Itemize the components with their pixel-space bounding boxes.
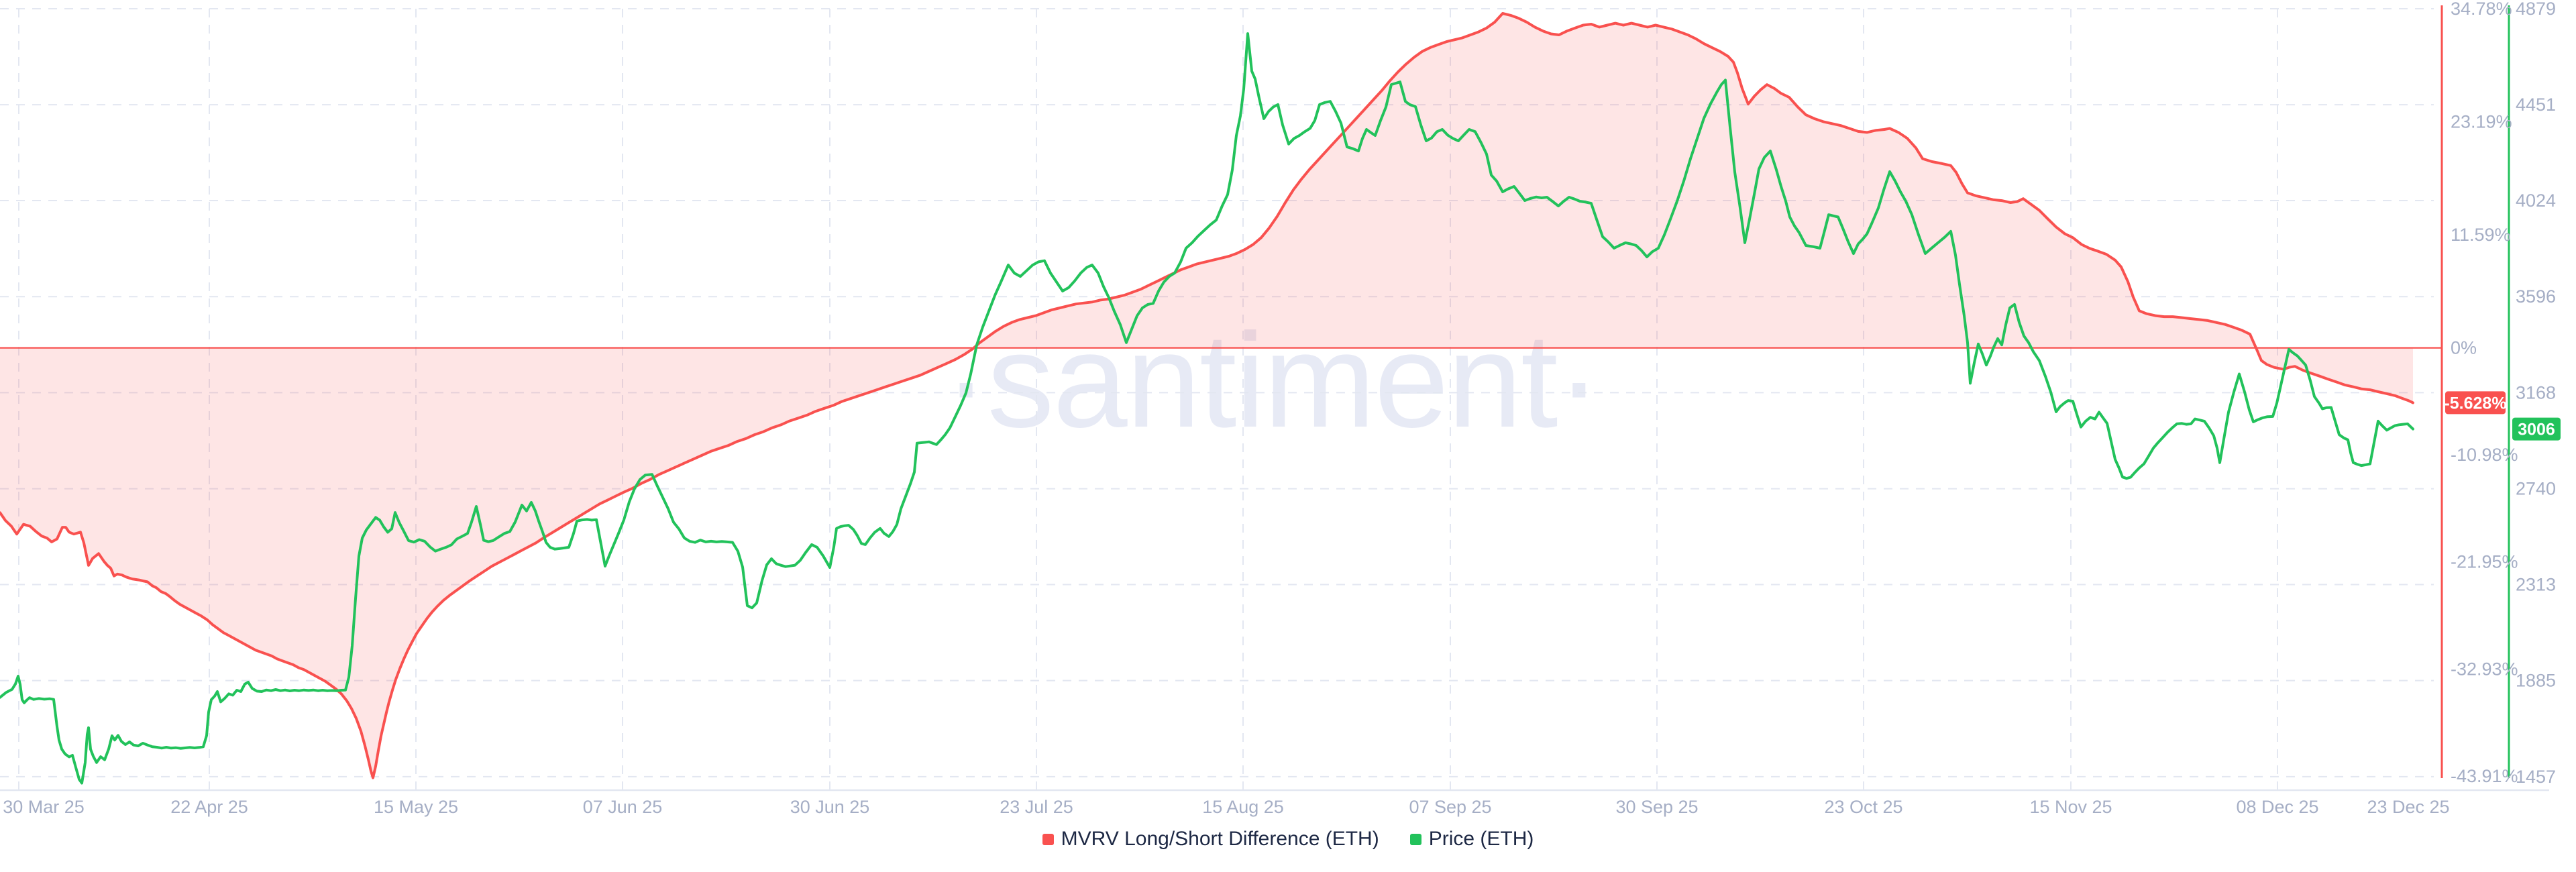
date-tick-label: 15 Aug 25 (1202, 797, 1284, 817)
price-tick-label: 4879 (2516, 0, 2556, 19)
percent-tick-label: -10.98% (2451, 445, 2518, 465)
date-tick-label: 23 Dec 25 (2367, 797, 2449, 817)
date-tick-label: 23 Oct 25 (1824, 797, 1902, 817)
santiment-watermark: ·santiment· (944, 306, 1600, 455)
date-tick-label: 15 May 25 (374, 797, 458, 817)
date-tick-label: 23 Jul 25 (1000, 797, 1073, 817)
mvrv-series-swatch-icon (1042, 833, 1054, 845)
mvrv-current-badge (2445, 391, 2506, 415)
date-tick-label: 30 Mar 25 (3, 797, 85, 817)
price-current-badge (2512, 417, 2561, 441)
price-tick-label: 4024 (2516, 190, 2556, 211)
percent-tick-label: -32.93% (2451, 659, 2518, 679)
percent-tick-label: 0% (2451, 338, 2477, 358)
legend-item-mvrv[interactable]: MVRV Long/Short Difference (ETH) (1042, 828, 1379, 851)
chart-legend: MVRV Long/Short Difference (ETH) Price (… (0, 828, 2576, 851)
legend-item-price[interactable]: Price (ETH) (1409, 828, 1534, 851)
date-tick-label: 22 Apr 25 (170, 797, 248, 817)
price-tick-label: 3168 (2516, 382, 2556, 402)
badge-value: -5.628% (2444, 394, 2506, 413)
date-tick-label: 15 Nov 25 (2029, 797, 2112, 817)
badge-value: 3006 (2518, 421, 2555, 439)
date-tick-label: 08 Dec 25 (2236, 797, 2318, 817)
price-tick-label: 2313 (2516, 574, 2556, 594)
date-tick-label: 07 Sep 25 (1409, 797, 1491, 817)
legend-label-price: Price (ETH) (1428, 828, 1534, 850)
mvrv-series-line (0, 12, 2414, 779)
mvrv-zero-fill-area (0, 13, 2413, 778)
date-tick-label: 30 Sep 25 (1615, 797, 1698, 817)
percent-tick-label: 34.78% (2451, 0, 2512, 19)
legend-label-mvrv: MVRV Long/Short Difference (ETH) (1061, 828, 1379, 850)
price-tick-label: 2740 (2516, 479, 2556, 499)
price-tick-label: 3596 (2516, 286, 2556, 307)
price-series-line (0, 32, 2414, 785)
price-tick-label: 1885 (2516, 671, 2556, 691)
date-tick-label: 30 Jun 25 (790, 797, 870, 817)
price-series-swatch-icon (1409, 833, 1421, 845)
percent-tick-label: 23.19% (2451, 112, 2512, 132)
percent-tick-label: -21.95% (2451, 552, 2518, 572)
price-tick-label: 4451 (2516, 95, 2556, 115)
date-tick-label: 07 Jun 25 (583, 797, 663, 817)
percent-tick-label: -43.91% (2451, 766, 2518, 786)
percent-tick-label: 11.59% (2451, 225, 2511, 245)
price-tick-label: 1457 (2516, 767, 2556, 787)
